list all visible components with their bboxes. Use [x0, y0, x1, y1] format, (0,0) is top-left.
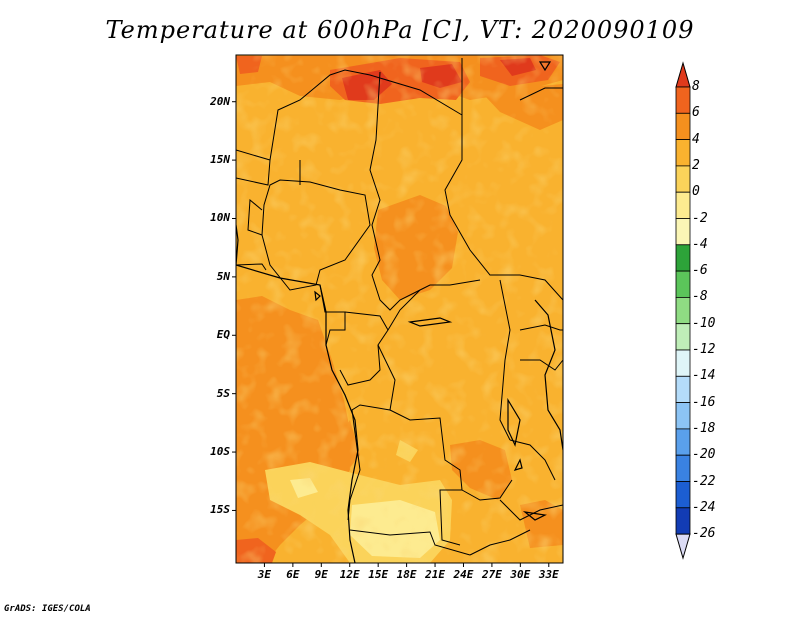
colorbar-level-label: -18: [692, 420, 716, 436]
temperature-field: [236, 55, 563, 563]
colorbar-top-cap: [675, 61, 691, 88]
colorbar-level-label: 4: [692, 131, 700, 147]
colorbar-level-label: 8: [692, 79, 700, 94]
colorbar-level-label: -4: [692, 236, 708, 252]
colorbar-swatch: [675, 86, 691, 114]
lon-tick-label: 15E: [368, 568, 389, 581]
lon-tick-label: 6E: [286, 568, 300, 581]
colorbar-swatch: [675, 270, 691, 298]
lon-tick-label: 33E: [538, 568, 559, 581]
colorbar-swatch: [675, 244, 691, 272]
colorbar-level-label: -10: [692, 315, 716, 331]
lat-tick-label: 10S: [210, 445, 230, 459]
colorbar-bottom-cap: [675, 533, 691, 560]
colorbar-level-label: -2: [692, 210, 708, 226]
axis-ticks: [232, 101, 550, 567]
lat-tick-label: EQ: [216, 328, 230, 342]
lon-tick-label: 9E: [314, 568, 328, 581]
colorbar-level-label: -24: [692, 499, 716, 515]
colorbar-level-label: 2: [692, 157, 700, 173]
colorbar-level-label: -22: [692, 473, 716, 489]
colorbar-level-label: -16: [692, 394, 716, 410]
footer-credit: GrADS: IGES/COLA: [4, 604, 91, 614]
lat-tick-label: 15N: [210, 153, 230, 167]
lat-tick-label: 20N: [210, 94, 230, 108]
colorbar-swatch: [675, 507, 691, 535]
colorbar-level-label: -8: [692, 289, 708, 305]
lon-tick-label: 12E: [339, 568, 360, 581]
colorbar-level-label: -6: [692, 263, 708, 279]
colorbar-level-label: -12: [692, 342, 716, 357]
colorbar-swatch: [675, 428, 691, 456]
coastline: [236, 61, 563, 563]
colorbar-swatch: [675, 112, 691, 141]
colorbar-swatch: [675, 296, 691, 325]
colorbar-swatch: [675, 454, 691, 482]
lon-tick-label: 27E: [481, 568, 502, 581]
lon-tick-label: 21E: [425, 568, 445, 581]
colorbar-swatch: [675, 349, 691, 377]
lon-tick-label: 24E: [453, 568, 474, 581]
lat-tick-label: 5S: [216, 386, 230, 400]
colorbar-level-label: -20: [692, 447, 716, 463]
colorbar-level-label: 6: [692, 105, 700, 121]
colorbar-swatch: [675, 191, 691, 219]
lon-tick-label: 18E: [396, 568, 417, 581]
lat-tick-label: 10N: [210, 211, 230, 225]
colorbar-level-label: 0: [692, 184, 700, 200]
colorbar-level-label: -26: [692, 526, 716, 542]
colorbar-swatch: [675, 402, 691, 430]
country-borders: [236, 58, 563, 556]
colorbar-swatch: [675, 165, 691, 193]
colorbar-level-label: -14: [692, 368, 716, 384]
chart-title: Temperature at 600hPa [C], VT: 202009010…: [105, 16, 695, 44]
colorbar-swatch: [675, 139, 691, 167]
lat-tick-label: 15S: [210, 503, 230, 517]
colorbar-swatch: [675, 481, 691, 509]
lon-tick-label: 30E: [510, 568, 531, 581]
lat-tick-label: 5N: [216, 269, 230, 283]
colorbar: [675, 61, 691, 560]
plot-frame: [235, 54, 564, 564]
colorbar-swatch: [675, 218, 691, 246]
colorbar-swatch: [675, 323, 691, 351]
lon-tick-label: 3E: [257, 568, 272, 581]
colorbar-swatch: [675, 375, 691, 403]
